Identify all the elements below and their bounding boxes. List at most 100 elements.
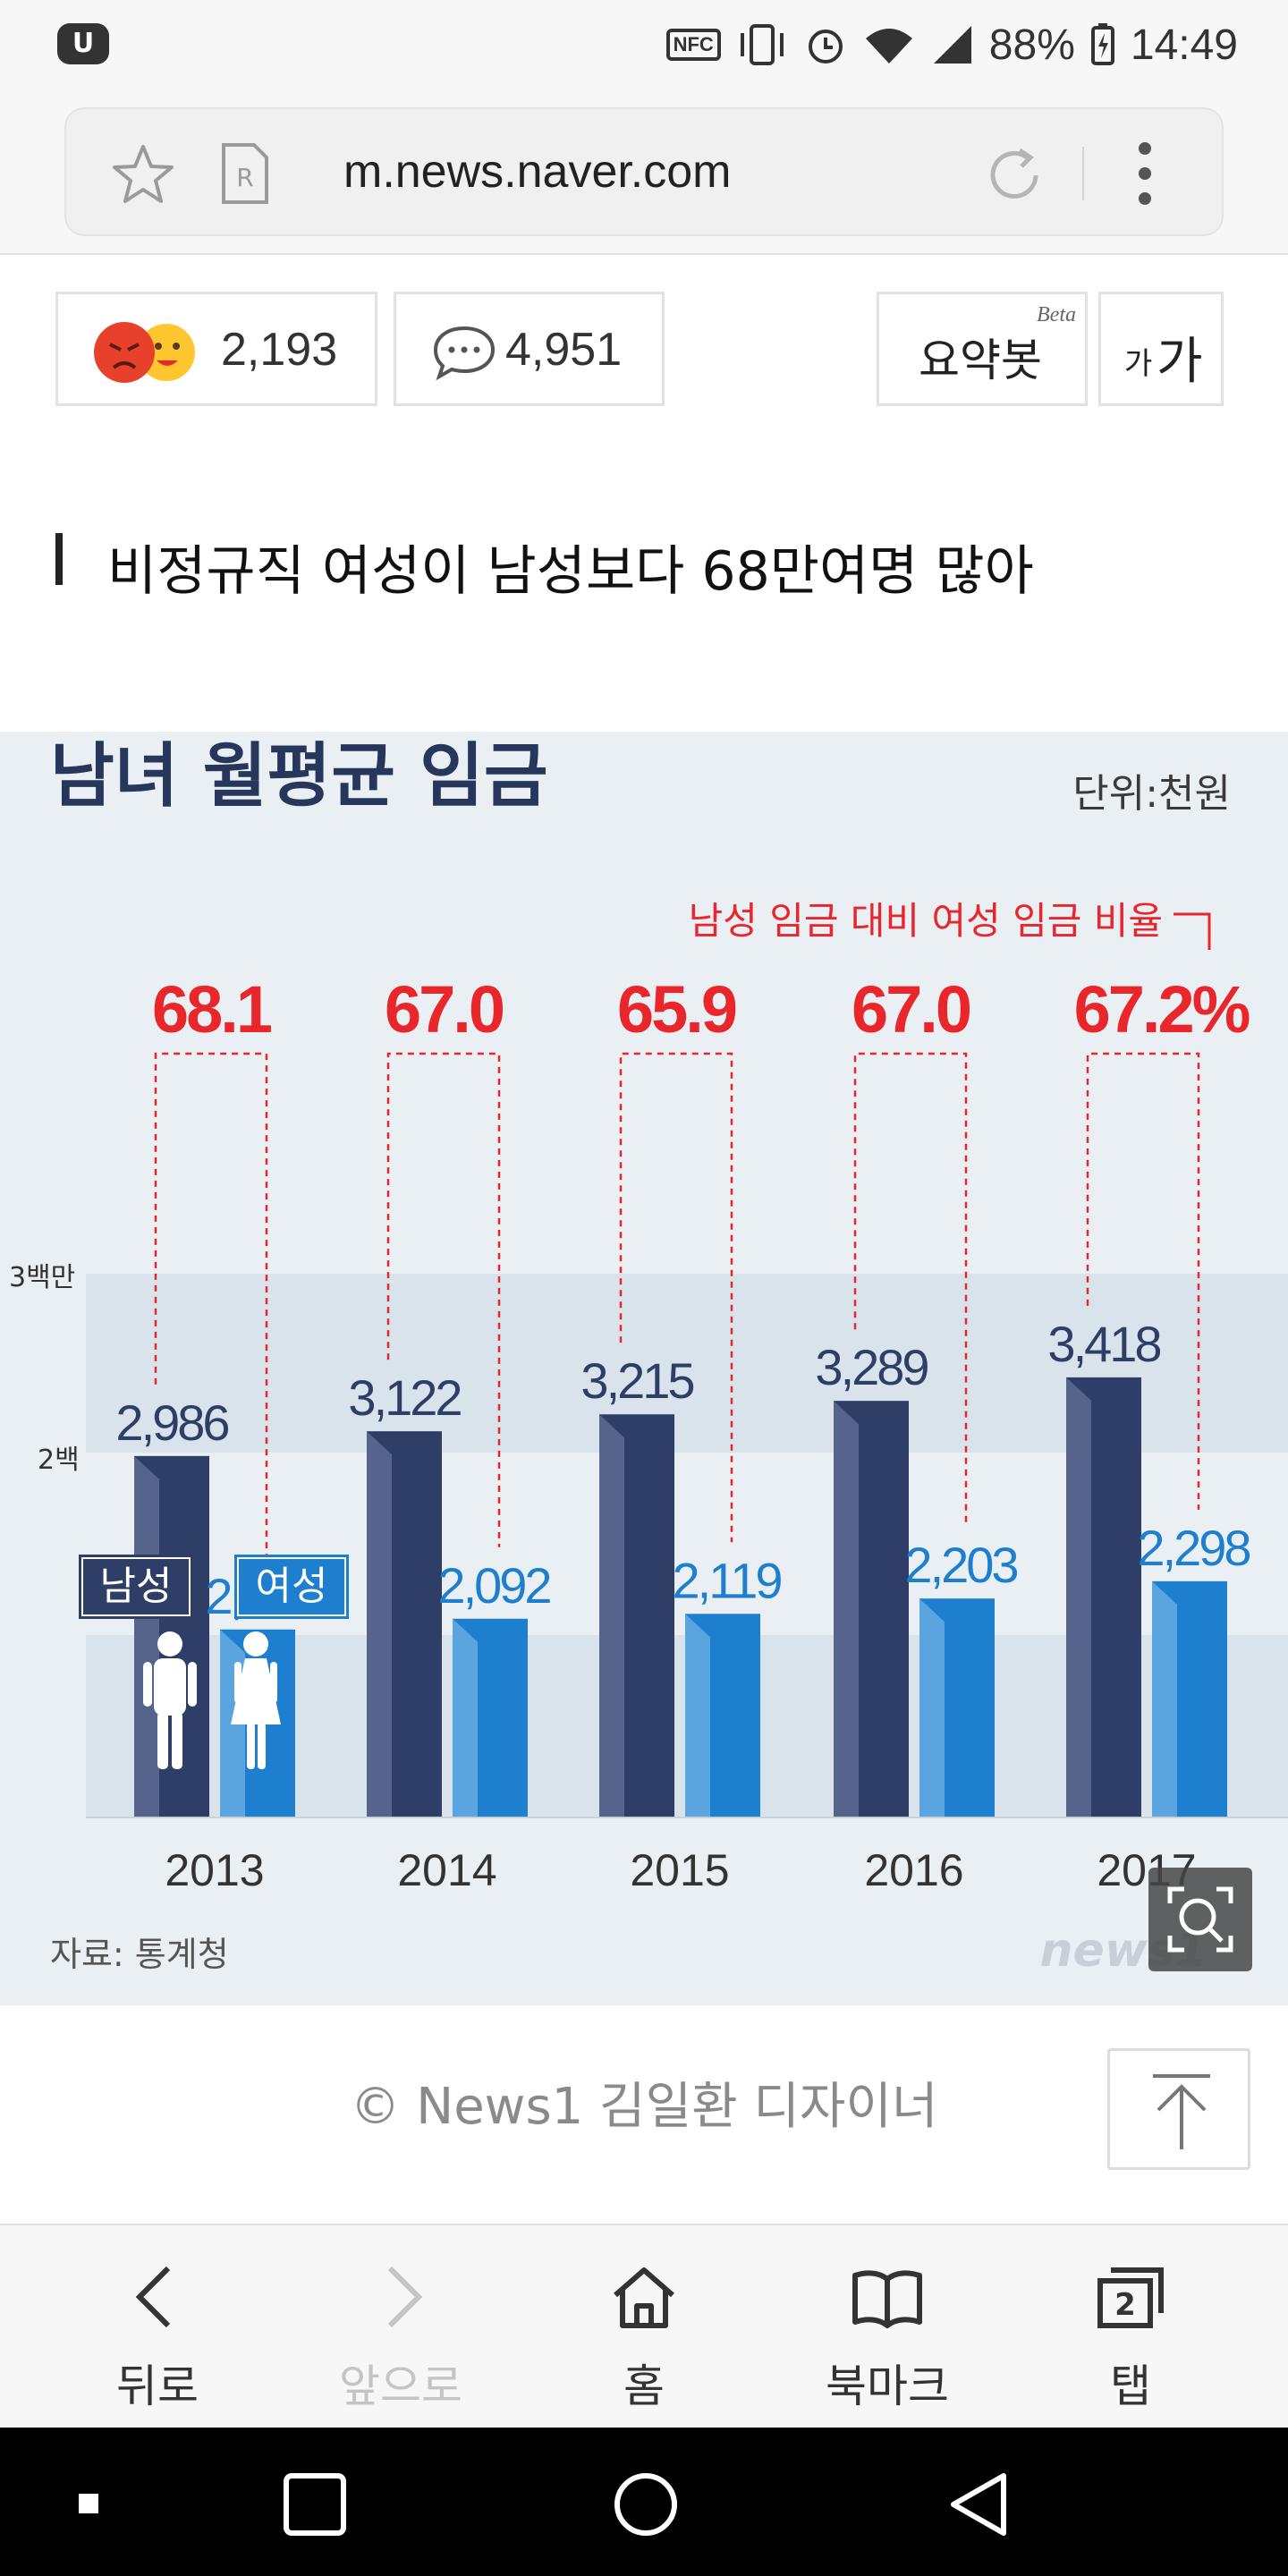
summary-bot-button[interactable]: 요약봇 Beta (877, 292, 1088, 406)
emotion-reaction-button[interactable]: 2,193 (55, 292, 377, 406)
system-overview-icon[interactable] (279, 2469, 351, 2540)
wage-chart: 남녀 월평균 임금 단위:천원 남성 임금 대비 여성 임금 비율 3백만 2백… (9, 736, 1288, 1978)
nfc-icon: NFC (665, 29, 721, 61)
image-zoom-button[interactable] (1148, 1868, 1252, 1971)
refresh-icon[interactable] (980, 141, 1048, 209)
ratio-bracket-2013 (154, 1052, 268, 1558)
ratio-bracket-2016 (853, 1052, 968, 1528)
legend-male-border (81, 1557, 191, 1616)
year-label-2015: 2015 (630, 1845, 729, 1895)
nav-back-label: 뒤로 (116, 2360, 199, 2412)
comment-icon (433, 326, 496, 380)
ratio-label-bracket (1174, 912, 1211, 950)
font-size-small-glyph: 가 (1124, 346, 1153, 382)
summary-bot-label: 요약봇 (919, 335, 1042, 386)
value-label-male-2013: 2,986 (115, 1394, 228, 1451)
female-figure-icon (231, 1631, 281, 1769)
ratio-value-2014: 67.0 (385, 972, 504, 1046)
ratio-value-2013: 68.1 (152, 972, 272, 1046)
bar-male-shade-2013 (134, 1455, 159, 1818)
bar-male-shade-2014 (367, 1431, 392, 1818)
nav-bookmark-button[interactable]: 북마크 (789, 2225, 986, 2429)
legend-female-label: 여성 (256, 1563, 328, 1609)
ratio-value-2017: 67.2% (1074, 972, 1250, 1046)
ratio-bracket-2014 (386, 1052, 501, 1547)
svg-text:R: R (236, 163, 253, 192)
angry-smile-emoji-icon (94, 322, 195, 383)
signal-icon (933, 26, 971, 64)
value-label-male-2015: 3,215 (580, 1352, 693, 1409)
favorite-star-icon[interactable] (111, 143, 175, 206)
value-label-male-2017: 3,418 (1047, 1316, 1160, 1372)
bar-female-shade-2016 (919, 1598, 945, 1818)
system-home-icon[interactable] (608, 2467, 683, 2542)
app-notification-icon: U (57, 23, 109, 64)
year-label-2016: 2016 (864, 1845, 963, 1895)
address-bar[interactable]: R m.news.naver.com (64, 107, 1224, 236)
bookmark-icon (852, 2270, 922, 2328)
ratio-bracket-2017 (1086, 1052, 1200, 1510)
arrow-up-icon (1153, 2074, 1210, 2149)
nav-forward-button[interactable]: 앞으로 (302, 2225, 499, 2429)
value-label-female-2015: 2,119 (673, 1552, 782, 1608)
value-label-female-2017: 2,298 (1137, 1520, 1250, 1576)
source-label: 자료: 통계청 (50, 1935, 229, 1974)
male-figure-icon (143, 1631, 197, 1769)
legend-male-box (79, 1555, 193, 1619)
bar-female-shade-2014 (453, 1618, 478, 1818)
nav-back-button[interactable]: 뒤로 (59, 2225, 256, 2429)
status-icons: NFC 88% 14:49 (665, 16, 1238, 73)
nav-tabs-button[interactable]: 2 탭 (1032, 2225, 1229, 2429)
bar-male-shade-2016 (834, 1401, 859, 1818)
nav-home-label: 홈 (623, 2360, 665, 2412)
browser-toolbar: R m.news.naver.com (0, 89, 1288, 255)
wifi-icon (865, 29, 912, 64)
ratio-label: 남성 임금 대비 여성 임금 비율 (689, 899, 1163, 943)
nav-tabs-label: 탭 (1110, 2360, 1151, 2412)
legend-female-box (234, 1555, 349, 1619)
nav-forward-label: 앞으로 (339, 2360, 462, 2412)
tab-count: 2 (1114, 2287, 1136, 2323)
vibrate-icon (740, 24, 784, 65)
bar-male-shade-2017 (1066, 1377, 1091, 1818)
url-text[interactable]: m.news.naver.com (343, 146, 732, 198)
system-recent-dot-icon[interactable] (75, 2490, 102, 2517)
chart-title: 남녀 월평균 임금 (50, 736, 548, 817)
year-label-2014: 2014 (397, 1845, 496, 1895)
home-icon (614, 2267, 674, 2328)
alarm-icon (808, 30, 843, 64)
nav-home-button[interactable]: 홈 (546, 2225, 742, 2429)
forward-icon (387, 2266, 423, 2328)
value-label-female-2014: 2,092 (437, 1557, 550, 1614)
value-label-male-2014: 3,122 (348, 1369, 461, 1426)
status-bar: U NFC 88% 14:49 (0, 0, 1288, 89)
value-label-male-2016: 3,289 (815, 1339, 928, 1395)
bar-male-shade-2015 (599, 1414, 624, 1818)
browser-bottom-nav: 뒤로 앞으로 홈 북마크 2 탭 (0, 2224, 1288, 2428)
chart-unit: 단위:천원 (1072, 771, 1231, 817)
headline-marker (55, 533, 63, 585)
wage-infographic: 남녀 월평균 임금 단위:천원 남성 임금 대비 여성 임금 비율 3백만 2백… (0, 732, 1288, 2005)
emotion-count: 2,193 (221, 324, 338, 376)
year-label-2013: 2013 (165, 1845, 264, 1895)
back-icon (135, 2266, 171, 2328)
article-subheadline: 비정규직 여성이 남성보다 68만여명 많아 (107, 540, 1034, 603)
scroll-to-top-button[interactable] (1107, 2048, 1250, 2170)
nav-bookmark-label: 북마크 (826, 2360, 949, 2412)
comment-button[interactable]: 4,951 (394, 292, 665, 406)
gridline-label-3m: 3백만 (9, 1262, 75, 1293)
font-size-button[interactable]: 가 가 (1098, 292, 1224, 406)
more-menu-icon[interactable] (1136, 140, 1154, 208)
battery-percent: 88% (988, 21, 1075, 69)
bar-female-shade-2017 (1152, 1580, 1177, 1818)
beta-badge: Beta (1037, 303, 1076, 326)
gridline-label-2m: 2백 (38, 1445, 80, 1476)
tabs-icon: 2 (1097, 2267, 1164, 2328)
image-caption: © News1 김일환 디자이너 (350, 2078, 938, 2136)
system-nav-bar (0, 2428, 1288, 2576)
system-back-icon[interactable] (941, 2467, 1016, 2542)
clock: 14:49 (1130, 21, 1238, 69)
font-size-large-glyph: 가 (1157, 333, 1203, 391)
reader-mode-icon[interactable]: R (218, 141, 272, 206)
value-label-female-2016: 2,203 (904, 1537, 1017, 1593)
